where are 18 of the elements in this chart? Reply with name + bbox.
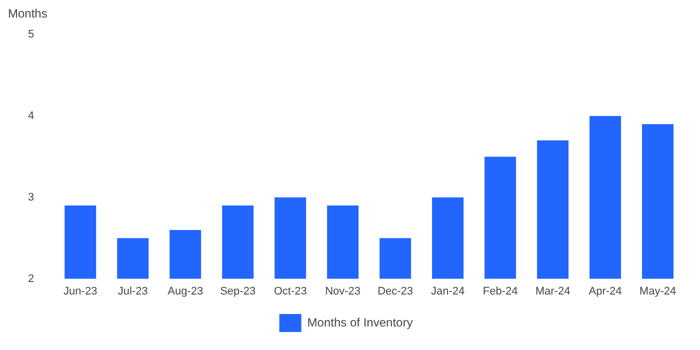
x-tick-label: May-24 bbox=[639, 285, 676, 298]
x-tick-label: Nov-23 bbox=[325, 285, 361, 298]
y-tick-label: 4 bbox=[28, 110, 34, 122]
y-axis-title: Months bbox=[8, 6, 48, 20]
y-tick-label: 3 bbox=[28, 191, 34, 204]
legend-label: Months of Inventory bbox=[307, 315, 413, 330]
x-tick-label: Oct-23 bbox=[274, 285, 307, 298]
y-tick-label: 2 bbox=[28, 272, 34, 285]
x-tick-label: Mar-24 bbox=[535, 285, 570, 298]
x-tick-label: Jun-23 bbox=[64, 285, 98, 298]
x-tick-label: Feb-24 bbox=[482, 285, 518, 298]
x-tick-label: Jan-24 bbox=[430, 285, 465, 298]
y-tick-label: 5 bbox=[28, 28, 34, 41]
x-tick-label: Sep-23 bbox=[220, 285, 256, 298]
x-tick-label: Apr-24 bbox=[588, 285, 622, 298]
x-tick-label: Jul-23 bbox=[118, 285, 148, 298]
x-tick-label: Aug-23 bbox=[168, 285, 204, 298]
x-tick-label: Dec-23 bbox=[378, 285, 414, 298]
